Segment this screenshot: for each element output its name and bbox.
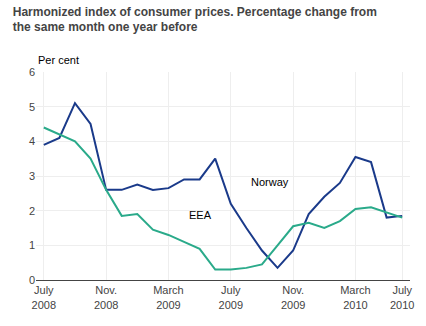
svg-text:July2008: July2008 <box>32 284 56 310</box>
svg-text:July2009: July2009 <box>219 284 243 310</box>
svg-text:March2010: March2010 <box>340 284 371 310</box>
svg-text:4: 4 <box>29 135 35 147</box>
svg-text:Norway: Norway <box>251 176 289 188</box>
svg-text:Nov.2009: Nov.2009 <box>281 284 305 310</box>
svg-text:March2009: March2009 <box>153 284 184 310</box>
svg-text:1: 1 <box>29 239 35 251</box>
svg-text:July2010: July2010 <box>390 284 414 310</box>
svg-text:3: 3 <box>29 170 35 182</box>
svg-text:Nov.2008: Nov.2008 <box>94 284 118 310</box>
svg-text:2: 2 <box>29 205 35 217</box>
svg-text:Harmonized index of consumer p: Harmonized index of consumer prices. Per… <box>13 5 377 35</box>
svg-text:EEA: EEA <box>189 209 212 221</box>
svg-text:6: 6 <box>29 66 35 78</box>
svg-text:Per cent: Per cent <box>38 54 79 66</box>
svg-text:0: 0 <box>29 274 35 286</box>
svg-text:5: 5 <box>29 101 35 113</box>
